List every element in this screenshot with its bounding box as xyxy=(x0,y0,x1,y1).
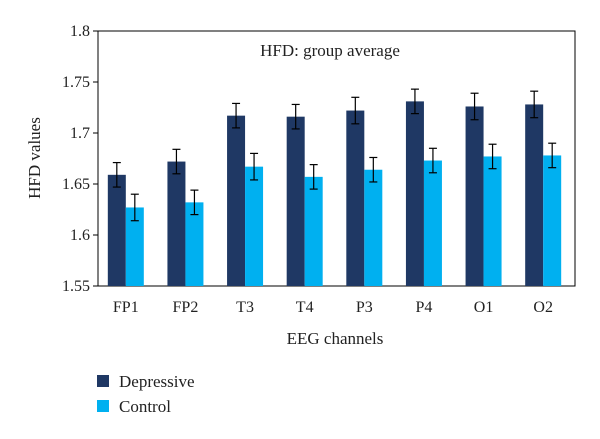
bar-depressive-o1 xyxy=(465,106,484,286)
error-bar-control-p3 xyxy=(369,156,378,183)
legend-label-control: Control xyxy=(119,397,171,416)
bar-control-p3 xyxy=(364,169,383,286)
error-bar-depressive-p3 xyxy=(351,96,360,125)
bar-control-t3 xyxy=(245,166,264,286)
error-bar-depressive-p4 xyxy=(410,88,419,115)
legend-swatch-depressive xyxy=(97,375,109,387)
error-bar-control-o2 xyxy=(548,142,557,169)
bar-depressive-t4 xyxy=(286,116,305,287)
chart-title: HFD: group average xyxy=(260,41,400,60)
x-tick-label: O1 xyxy=(474,299,494,316)
x-axis-ticks: FP1 FP2 T3 T4 P3 P4 O1 O2 xyxy=(113,299,553,316)
error-bar-depressive-o1 xyxy=(470,92,479,121)
legend-label-depressive: Depressive xyxy=(119,372,195,391)
bar-depressive-t3 xyxy=(227,115,246,286)
error-bars-layer xyxy=(112,88,557,222)
y-tick-label: 1.7 xyxy=(70,125,90,142)
error-bar-control-o1 xyxy=(488,143,497,170)
bar-control-o2 xyxy=(543,155,562,286)
y-tick-label: 1.55 xyxy=(62,278,90,295)
bar-control-t4 xyxy=(304,176,323,286)
bar-control-fp2 xyxy=(185,202,204,286)
error-bar-depressive-o2 xyxy=(530,90,539,119)
bar-depressive-fp1 xyxy=(107,174,126,286)
y-tick-label: 1.65 xyxy=(62,176,90,193)
y-tick-label: 1.75 xyxy=(62,74,90,91)
y-tick-label: 1.8 xyxy=(70,23,90,40)
y-axis-title: HFD values xyxy=(25,117,44,199)
error-bar-control-fp2 xyxy=(190,189,199,216)
legend: Depressive Control xyxy=(97,372,195,416)
y-tick-label: 1.6 xyxy=(70,227,90,244)
error-bar-control-t4 xyxy=(309,164,318,190)
bar-depressive-p4 xyxy=(405,101,424,286)
error-bar-depressive-t3 xyxy=(232,102,241,129)
x-tick-label: P3 xyxy=(356,299,373,316)
x-axis-title: EEG channels xyxy=(287,329,384,348)
y-axis-ticks: 1.55 1.6 1.65 1.7 1.75 1.8 xyxy=(62,23,98,295)
x-tick-label: O2 xyxy=(533,299,553,316)
bar-control-p4 xyxy=(423,160,442,286)
error-bar-control-p4 xyxy=(428,147,437,174)
bar-control-o1 xyxy=(483,156,502,286)
error-bar-depressive-fp1 xyxy=(112,161,121,188)
x-tick-label: FP2 xyxy=(173,299,199,316)
bars-layer xyxy=(107,101,562,287)
error-bar-control-t3 xyxy=(250,152,259,181)
x-tick-label: FP1 xyxy=(113,299,139,316)
bar-control-fp1 xyxy=(125,207,144,286)
error-bar-control-fp1 xyxy=(130,193,139,222)
bar-depressive-o2 xyxy=(525,104,544,286)
legend-swatch-control xyxy=(97,400,109,412)
x-tick-label: T3 xyxy=(236,299,254,316)
error-bar-depressive-t4 xyxy=(291,103,300,130)
bar-depressive-fp2 xyxy=(167,161,186,286)
x-tick-label: T4 xyxy=(296,299,314,316)
error-bar-depressive-fp2 xyxy=(172,148,181,175)
bar-depressive-p3 xyxy=(346,110,365,286)
x-tick-label: P4 xyxy=(415,299,432,316)
